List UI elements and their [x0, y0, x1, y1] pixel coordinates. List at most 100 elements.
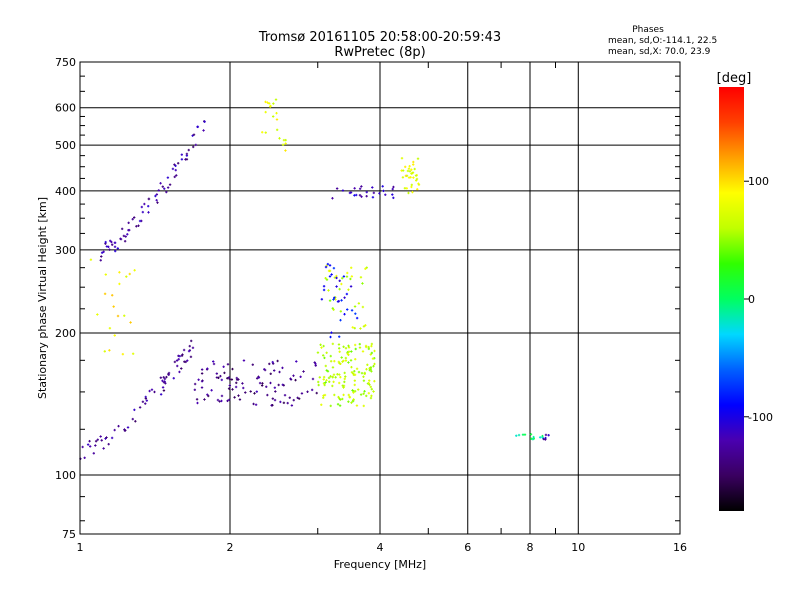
data-point: [210, 389, 213, 392]
data-point: [347, 344, 350, 348]
data-point: [349, 359, 353, 362]
data-point: [369, 396, 373, 400]
data-point: [173, 360, 177, 364]
data-point: [100, 439, 103, 442]
data-point: [353, 343, 357, 347]
data-point: [233, 396, 236, 399]
data-point: [346, 352, 349, 355]
data-point: [227, 387, 231, 390]
colorbar-tick-label: -100: [748, 411, 773, 424]
data-point: [336, 403, 340, 406]
data-point: [373, 379, 376, 383]
data-point: [203, 398, 206, 401]
data-point: [362, 404, 365, 408]
data-point: [331, 197, 334, 200]
data-point: [412, 176, 415, 179]
data-point: [252, 402, 255, 406]
data-point: [406, 169, 410, 173]
data-point: [279, 400, 282, 404]
data-point: [347, 346, 351, 349]
data-point: [275, 128, 279, 132]
data-point: [128, 272, 131, 276]
data-point: [355, 367, 359, 370]
data-point: [410, 183, 413, 187]
data-point: [340, 299, 343, 302]
data-point: [122, 234, 126, 238]
data-point: [107, 442, 110, 446]
data-point: [331, 342, 335, 346]
data-point: [242, 359, 246, 362]
data-point: [269, 372, 272, 376]
data-point: [141, 210, 145, 214]
data-point: [343, 296, 346, 299]
data-point: [332, 373, 336, 376]
data-point: [391, 193, 394, 196]
data-point: [121, 352, 125, 356]
data-point: [145, 399, 149, 402]
data-point: [328, 380, 331, 383]
data-point: [264, 131, 267, 134]
data-point: [320, 298, 324, 301]
data-point: [332, 380, 335, 384]
data-point: [364, 345, 368, 349]
data-point: [366, 363, 369, 367]
x-tick-label: 4: [377, 541, 384, 554]
data-point: [314, 364, 317, 367]
data-point: [220, 394, 224, 398]
data-point: [131, 417, 134, 421]
data-point: [542, 437, 545, 441]
data-point: [410, 168, 413, 171]
data-point: [276, 359, 279, 363]
data-point: [215, 372, 219, 375]
data-point: [162, 389, 166, 392]
data-point: [119, 237, 122, 241]
x-tick-label: 16: [673, 541, 687, 554]
data-point: [283, 393, 287, 397]
data-point: [183, 360, 186, 363]
data-point: [220, 378, 224, 382]
data-point: [365, 266, 368, 269]
data-point: [363, 390, 366, 393]
data-point: [323, 356, 326, 360]
data-point: [298, 397, 301, 400]
data-point: [343, 371, 346, 375]
data-point: [100, 255, 103, 258]
data-point: [325, 351, 328, 354]
data-point: [408, 170, 412, 173]
data-point: [164, 382, 167, 385]
data-point: [344, 356, 348, 360]
data-point: [188, 344, 191, 348]
data-point: [161, 386, 165, 389]
data-point: [125, 275, 128, 278]
data-point: [370, 387, 374, 391]
data-point: [227, 376, 231, 379]
data-point: [349, 285, 353, 288]
data-point: [212, 360, 215, 363]
data-point: [286, 401, 289, 405]
data-point: [83, 456, 86, 459]
colorbar-tick-label: 100: [748, 175, 769, 188]
data-point: [342, 393, 345, 397]
data-point: [88, 445, 92, 448]
data-point: [324, 364, 327, 368]
data-point: [113, 241, 117, 244]
data-point: [284, 142, 287, 145]
data-point: [113, 428, 116, 432]
data-point: [316, 351, 320, 354]
data-point: [350, 401, 353, 404]
data-point: [216, 398, 220, 402]
data-point: [230, 378, 234, 381]
data-point: [416, 157, 420, 160]
data-point: [104, 240, 107, 244]
data-point: [104, 273, 107, 276]
data-point: [338, 350, 341, 353]
colorbar-label: [deg]: [717, 71, 752, 86]
data-point: [226, 377, 229, 380]
data-point: [347, 361, 350, 364]
data-point: [289, 378, 293, 381]
data-point: [103, 292, 107, 296]
data-point: [131, 352, 135, 355]
data-point: [329, 335, 332, 339]
data-point: [345, 275, 349, 278]
